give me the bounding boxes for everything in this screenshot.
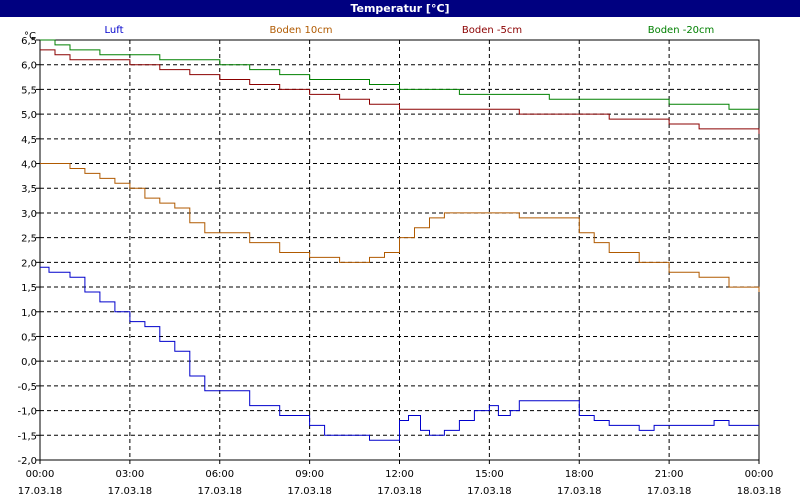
y-axis-unit: °C xyxy=(24,31,36,42)
x-tick-time: 00:00 xyxy=(26,469,55,480)
x-tick-time: 12:00 xyxy=(385,469,414,480)
x-tick-time: 03:00 xyxy=(115,469,144,480)
y-tick-label: 3,5 xyxy=(21,184,37,195)
y-tick-label: 0,5 xyxy=(21,332,37,343)
x-tick-time: 06:00 xyxy=(205,469,234,480)
grid xyxy=(40,40,759,460)
x-tick-date: 17.03.18 xyxy=(197,486,242,497)
x-tick-date: 17.03.18 xyxy=(18,486,63,497)
x-tick-date: 17.03.18 xyxy=(557,486,602,497)
series-line-boden-20cm xyxy=(40,39,759,110)
y-tick-label: 5,5 xyxy=(21,85,37,96)
y-tick-label: -1,0 xyxy=(17,407,37,418)
series-line-boden-10cm xyxy=(40,163,760,292)
series-line-boden-5cm xyxy=(40,49,760,134)
x-tick-time: 09:00 xyxy=(295,469,324,480)
x-tick-time: 00:00 xyxy=(745,469,774,480)
legend-luft: Luft xyxy=(104,25,124,36)
x-tick-time: 18:00 xyxy=(565,469,594,480)
y-tick-label: -0,5 xyxy=(17,382,37,393)
y-tick-label: 4,5 xyxy=(21,135,37,146)
series-lines xyxy=(40,39,760,441)
x-tick-date: 17.03.18 xyxy=(467,486,512,497)
y-tick-label: 1,5 xyxy=(21,283,37,294)
x-tick-date: 18.03.18 xyxy=(737,486,782,497)
y-tick-label: 2,0 xyxy=(21,258,37,269)
legend-boden-20cm: Boden -20cm xyxy=(647,25,715,36)
y-tick-label: 6,0 xyxy=(21,61,37,72)
y-tick-label: -1,5 xyxy=(17,431,37,442)
legend-boden-10cm: Boden 10cm xyxy=(269,25,333,36)
y-axis: 6,5 6,0 5,5 5,0 4,5 4,0 3,5 3,0 2,5 2,0 1,5 1,0 0,5 0… xyxy=(17,31,40,467)
x-tick-time: 21:00 xyxy=(655,469,684,480)
y-tick-label: 0,0 xyxy=(21,357,37,368)
x-axis: 00:00 17.03.18 03:00 17.03.18 06:00 17.03.18 0… xyxy=(18,460,782,497)
y-tick-label: 5,0 xyxy=(21,110,37,121)
legend-boden-5cm: Boden -5cm xyxy=(461,25,523,36)
y-tick-label: 1,0 xyxy=(21,308,37,319)
y-tick-label: -2,0 xyxy=(17,456,37,467)
y-tick-label: 6,5 xyxy=(21,36,37,47)
x-tick-date: 17.03.18 xyxy=(287,486,332,497)
series-line-luft xyxy=(40,266,759,441)
y-tick-label: 2,5 xyxy=(21,234,37,245)
x-tick-date: 17.03.18 xyxy=(647,486,692,497)
y-tick-label: 4,0 xyxy=(21,160,37,171)
x-tick-date: 17.03.18 xyxy=(108,486,153,497)
x-tick-time: 15:00 xyxy=(475,469,504,480)
x-tick-date: 17.03.18 xyxy=(377,486,422,497)
y-tick-label: 3,0 xyxy=(21,209,37,220)
chart-title: Temperatur [°C] xyxy=(0,0,800,17)
